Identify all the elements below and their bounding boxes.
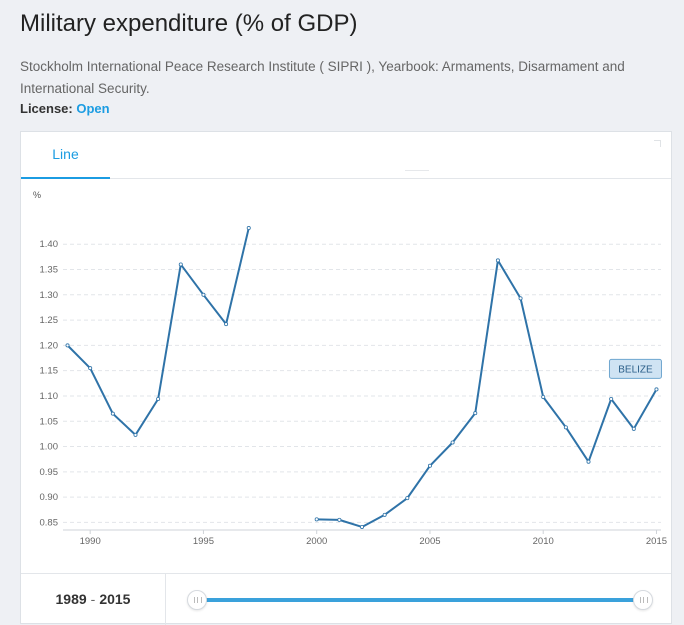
x-tick-label: 2005 bbox=[419, 536, 440, 547]
y-axis-label: % bbox=[33, 190, 41, 200]
data-point bbox=[473, 411, 478, 416]
y-tick-label: 0.85 bbox=[40, 517, 59, 528]
range-slider-end-handle[interactable] bbox=[633, 590, 653, 610]
series-line bbox=[316, 259, 658, 528]
tab-separator bbox=[405, 170, 429, 171]
data-point bbox=[609, 397, 614, 402]
y-tick-label: 1.10 bbox=[40, 391, 59, 402]
data-point bbox=[518, 296, 523, 301]
series-points bbox=[65, 226, 659, 529]
y-tick-label: 1.40 bbox=[40, 239, 59, 250]
data-point bbox=[110, 411, 115, 416]
x-tick-label: 1990 bbox=[80, 536, 101, 547]
y-tick-label: 0.95 bbox=[40, 467, 59, 478]
y-tick-label: 1.05 bbox=[40, 416, 59, 427]
source-text: Stockholm International Peace Research I… bbox=[20, 59, 625, 96]
series-tag-label: BELIZE bbox=[618, 364, 653, 375]
grid bbox=[63, 243, 661, 523]
data-point bbox=[450, 440, 455, 445]
line-chart: % 0.85 0.90 0.95 1.00 1.05 1.10 1.15 1.20 1.25 1.3… bbox=[33, 190, 667, 547]
series-line bbox=[66, 227, 250, 436]
license-link[interactable]: Open bbox=[76, 101, 110, 116]
data-point bbox=[359, 524, 364, 529]
data-point bbox=[631, 426, 636, 431]
range-start: 1989 bbox=[55, 591, 87, 607]
page-title: Military expenditure (% of GDP) bbox=[20, 10, 358, 37]
x-tick-label: 1995 bbox=[193, 536, 214, 547]
data-point bbox=[382, 512, 387, 517]
y-tick-label: 1.25 bbox=[40, 315, 59, 326]
data-point bbox=[156, 397, 161, 402]
license: License: Open bbox=[20, 101, 110, 116]
license-label: License: bbox=[20, 101, 73, 116]
y-tick-label: 1.35 bbox=[40, 265, 59, 276]
data-point bbox=[563, 425, 568, 430]
data-point bbox=[586, 459, 591, 464]
y-tick-label: 1.00 bbox=[40, 442, 59, 453]
range-footer: 1989-2015 bbox=[21, 573, 671, 625]
data-point bbox=[246, 226, 251, 231]
y-tick-label: 0.90 bbox=[40, 492, 59, 503]
y-axis: % 0.85 0.90 0.95 1.00 1.05 1.10 1.15 1.20 1.25 1.3… bbox=[33, 190, 58, 528]
x-axis: 1990 1995 2000 2005 2010 2015 bbox=[63, 529, 667, 547]
data-point bbox=[178, 262, 183, 267]
range-label: 1989-2015 bbox=[21, 574, 166, 625]
range-slider-start-handle[interactable] bbox=[187, 590, 207, 610]
tab-bar: Line bbox=[21, 132, 671, 179]
range-end: 2015 bbox=[99, 591, 131, 607]
data-point bbox=[654, 387, 659, 392]
data-point bbox=[495, 258, 500, 263]
data-point bbox=[541, 394, 546, 399]
expand-corner-icon bbox=[654, 140, 661, 147]
data-point bbox=[405, 496, 410, 501]
series-tag-box bbox=[608, 358, 662, 379]
range-slider-track[interactable] bbox=[197, 598, 645, 602]
series-tag: BELIZE bbox=[608, 358, 662, 379]
tab-line[interactable]: Line bbox=[21, 132, 110, 179]
series-lines bbox=[66, 227, 658, 528]
data-point bbox=[337, 517, 342, 522]
x-tick-label: 2015 bbox=[646, 536, 667, 547]
x-tick-label: 2000 bbox=[306, 536, 327, 547]
x-tick-label: 2010 bbox=[533, 536, 554, 547]
y-tick-label: 1.15 bbox=[40, 366, 59, 377]
data-point bbox=[88, 366, 93, 371]
data-point bbox=[427, 463, 432, 468]
data-point bbox=[133, 432, 138, 437]
y-tick-label: 1.30 bbox=[40, 290, 59, 301]
data-point bbox=[201, 292, 206, 297]
y-tick-label: 1.20 bbox=[40, 340, 59, 351]
data-point bbox=[224, 322, 229, 327]
data-point bbox=[65, 343, 70, 348]
range-separator: - bbox=[90, 591, 96, 607]
data-point bbox=[314, 517, 319, 522]
chart-card: Line % 0.85 0.90 0.95 1.00 1.05 1.10 1.15 1.20 1.… bbox=[20, 131, 672, 625]
